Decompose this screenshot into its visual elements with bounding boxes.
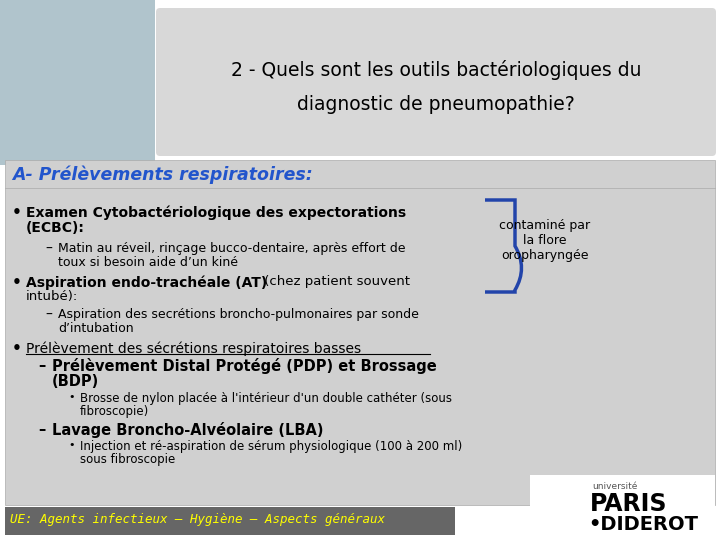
Text: Brosse de nylon placée à l'intérieur d'un double cathéter (sous: Brosse de nylon placée à l'intérieur d'u… bbox=[80, 392, 452, 405]
Text: –: – bbox=[38, 358, 45, 373]
Text: UE: Agents infectieux – Hygiène – Aspects généraux: UE: Agents infectieux – Hygiène – Aspect… bbox=[10, 514, 385, 526]
Text: Lavage Broncho-Alvéolaire (LBA): Lavage Broncho-Alvéolaire (LBA) bbox=[52, 422, 323, 438]
Text: –: – bbox=[45, 242, 52, 256]
Text: •: • bbox=[68, 440, 74, 450]
Text: (ECBC):: (ECBC): bbox=[26, 221, 85, 235]
Text: intubé):: intubé): bbox=[26, 290, 78, 303]
Text: –: – bbox=[38, 422, 45, 437]
Text: Aspiration des secrétions broncho-pulmonaires par sonde: Aspiration des secrétions broncho-pulmon… bbox=[58, 308, 419, 321]
Text: •DIDEROT: •DIDEROT bbox=[588, 515, 698, 534]
Bar bbox=[530, 475, 715, 535]
Text: diagnostic de pneumopathie?: diagnostic de pneumopathie? bbox=[297, 96, 575, 114]
Text: A- Prélèvements respiratoires:: A- Prélèvements respiratoires: bbox=[12, 166, 312, 184]
Text: •: • bbox=[12, 205, 22, 220]
Text: sous fibroscopie: sous fibroscopie bbox=[80, 453, 175, 466]
Text: PARIS: PARIS bbox=[590, 492, 667, 516]
Text: fibroscopie): fibroscopie) bbox=[80, 405, 149, 418]
Bar bbox=[5, 160, 715, 505]
Text: d’intubation: d’intubation bbox=[58, 322, 134, 335]
Text: –: – bbox=[45, 308, 52, 322]
Text: •: • bbox=[12, 341, 22, 356]
Text: Matin au réveil, rinçage bucco-dentaire, après effort de: Matin au réveil, rinçage bucco-dentaire,… bbox=[58, 242, 405, 255]
Text: Injection et ré-aspiration de sérum physiologique (100 à 200 ml): Injection et ré-aspiration de sérum phys… bbox=[80, 440, 462, 453]
Text: •: • bbox=[12, 275, 22, 290]
Bar bbox=[5, 507, 455, 535]
Text: Prélèvement Distal Protégé (PDP) et Brossage: Prélèvement Distal Protégé (PDP) et Bros… bbox=[52, 358, 437, 374]
Text: contaminé par
la flore
oropharyngée: contaminé par la flore oropharyngée bbox=[500, 219, 590, 261]
Text: •: • bbox=[68, 392, 74, 402]
FancyBboxPatch shape bbox=[156, 8, 716, 156]
Bar bbox=[0, 0, 155, 165]
Text: université: université bbox=[593, 482, 638, 491]
Text: (chez patient souvent: (chez patient souvent bbox=[260, 275, 410, 288]
Text: toux si besoin aide d’un kiné: toux si besoin aide d’un kiné bbox=[58, 256, 238, 269]
Text: Aspiration endo-trachéale (AT): Aspiration endo-trachéale (AT) bbox=[26, 275, 267, 289]
Text: Examen Cytobactériologique des expectorations: Examen Cytobactériologique des expectora… bbox=[26, 205, 406, 219]
Text: Prélèvement des sécrétions respiratoires basses: Prélèvement des sécrétions respiratoires… bbox=[26, 341, 361, 355]
Text: 2 - Quels sont les outils bactériologiques du: 2 - Quels sont les outils bactériologiqu… bbox=[230, 60, 642, 80]
Text: (BDP): (BDP) bbox=[52, 374, 99, 389]
